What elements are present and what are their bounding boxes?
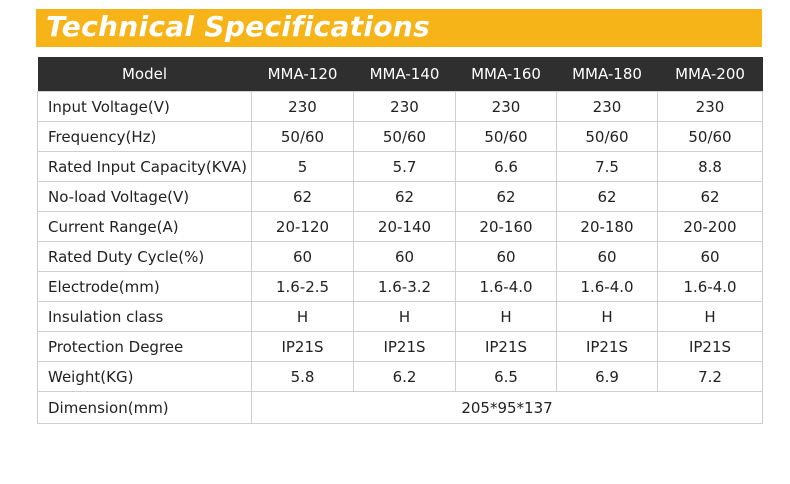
table-cell: 6.9 xyxy=(556,361,658,392)
table-row: No-load Voltage(V) 62 62 62 62 62 xyxy=(37,181,763,212)
table-cell: 62 xyxy=(455,181,557,212)
table-cell: H xyxy=(251,301,354,332)
table-cell: 62 xyxy=(353,181,456,212)
row-label: Current Range(A) xyxy=(37,211,252,242)
table-cell: 230 xyxy=(556,91,658,122)
spec-table: Model MMA-120 MMA-140 MMA-160 MMA-180 MM… xyxy=(37,57,763,424)
table-cell: 5 xyxy=(251,151,354,182)
table-cell: IP21S xyxy=(556,331,658,362)
table-row: Input Voltage(V) 230 230 230 230 230 xyxy=(37,91,763,122)
table-cell: 7.2 xyxy=(657,361,763,392)
table-cell: 60 xyxy=(251,241,354,272)
row-label: Weight(KG) xyxy=(37,361,252,392)
row-label: No-load Voltage(V) xyxy=(37,181,252,212)
row-label: Input Voltage(V) xyxy=(37,91,252,122)
table-cell: 7.5 xyxy=(556,151,658,182)
table-row: Rated Input Capacity(KVA) 5 5.7 6.6 7.5 … xyxy=(37,151,763,182)
table-cell: 1.6-4.0 xyxy=(556,271,658,302)
table-cell: 1.6-4.0 xyxy=(455,271,557,302)
table-cell: 50/60 xyxy=(455,121,557,152)
table-row: Insulation class H H H H H xyxy=(37,301,763,332)
row-label: Insulation class xyxy=(37,301,252,332)
header-mma-200: MMA-200 xyxy=(657,57,763,92)
table-cell: 6.5 xyxy=(455,361,557,392)
row-label: Electrode(mm) xyxy=(37,271,252,302)
table-cell: 50/60 xyxy=(556,121,658,152)
table-row: Current Range(A) 20-120 20-140 20-160 20… xyxy=(37,211,763,242)
table-cell: 50/60 xyxy=(657,121,763,152)
table-cell: 230 xyxy=(657,91,763,122)
table-cell: IP21S xyxy=(455,331,557,362)
table-cell: 20-140 xyxy=(353,211,456,242)
table-cell: 62 xyxy=(251,181,354,212)
table-row: Rated Duty Cycle(%) 60 60 60 60 60 xyxy=(37,241,763,272)
header-mma-140: MMA-140 xyxy=(353,57,456,92)
table-cell: 230 xyxy=(251,91,354,122)
table-cell: 50/60 xyxy=(353,121,456,152)
table-cell: 5.8 xyxy=(251,361,354,392)
table-cell: 62 xyxy=(556,181,658,212)
row-label: Rated Input Capacity(KVA) xyxy=(37,151,252,182)
header-mma-160: MMA-160 xyxy=(455,57,557,92)
table-cell: 60 xyxy=(455,241,557,272)
table-cell: 1.6-2.5 xyxy=(251,271,354,302)
table-cell: 6.6 xyxy=(455,151,557,182)
table-cell: 8.8 xyxy=(657,151,763,182)
page-title: Technical Specifications xyxy=(46,10,431,43)
row-label: Dimension(mm) xyxy=(37,391,252,424)
row-label: Rated Duty Cycle(%) xyxy=(37,241,252,272)
table-cell: 1.6-3.2 xyxy=(353,271,456,302)
table-cell: 50/60 xyxy=(251,121,354,152)
table-cell: 1.6-4.0 xyxy=(657,271,763,302)
table-row: Weight(KG) 5.8 6.2 6.5 6.9 7.2 xyxy=(37,361,763,392)
table-cell: 60 xyxy=(556,241,658,272)
table-row: Electrode(mm) 1.6-2.5 1.6-3.2 1.6-4.0 1.… xyxy=(37,271,763,302)
table-cell: H xyxy=(657,301,763,332)
table-cell: 230 xyxy=(353,91,456,122)
table-row: Protection Degree IP21S IP21S IP21S IP21… xyxy=(37,331,763,362)
title-banner: Technical Specifications xyxy=(36,9,762,47)
header-mma-120: MMA-120 xyxy=(251,57,354,92)
table-cell: 62 xyxy=(657,181,763,212)
table-cell: H xyxy=(353,301,456,332)
table-cell: IP21S xyxy=(353,331,456,362)
dimension-value: 205*95*137 xyxy=(251,391,763,424)
table-cell: 20-120 xyxy=(251,211,354,242)
table-cell: IP21S xyxy=(251,331,354,362)
header-row: Model MMA-120 MMA-140 MMA-160 MMA-180 MM… xyxy=(37,57,763,92)
header-model: Model xyxy=(37,57,252,92)
table-cell: 60 xyxy=(657,241,763,272)
row-label: Frequency(Hz) xyxy=(37,121,252,152)
table-cell: H xyxy=(556,301,658,332)
table-cell: 20-180 xyxy=(556,211,658,242)
header-mma-180: MMA-180 xyxy=(556,57,658,92)
table-cell: 5.7 xyxy=(353,151,456,182)
table-cell: 60 xyxy=(353,241,456,272)
table-cell: 230 xyxy=(455,91,557,122)
table-row-dimension: Dimension(mm) 205*95*137 xyxy=(37,391,763,424)
row-label: Protection Degree xyxy=(37,331,252,362)
table-row: Frequency(Hz) 50/60 50/60 50/60 50/60 50… xyxy=(37,121,763,152)
table-cell: 20-200 xyxy=(657,211,763,242)
table-cell: IP21S xyxy=(657,331,763,362)
table-cell: 6.2 xyxy=(353,361,456,392)
table-cell: H xyxy=(455,301,557,332)
table-cell: 20-160 xyxy=(455,211,557,242)
